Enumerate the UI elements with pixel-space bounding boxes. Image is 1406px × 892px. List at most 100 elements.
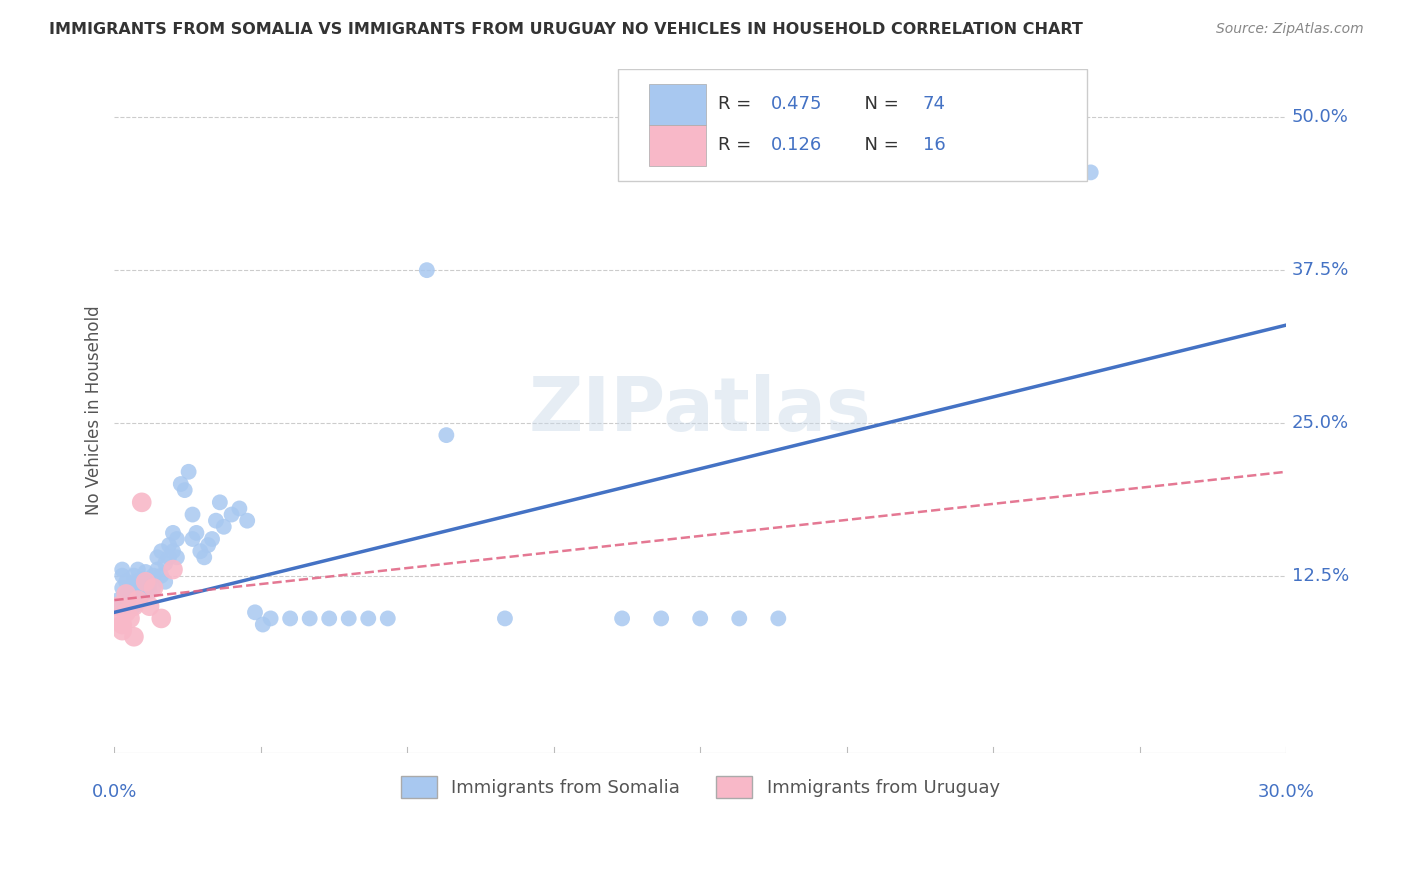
Text: N =: N =	[852, 136, 904, 154]
Point	[107, 593, 129, 607]
Point	[377, 611, 399, 625]
Legend: Immigrants from Somalia, Immigrants from Uruguay: Immigrants from Somalia, Immigrants from…	[394, 769, 1007, 805]
Point	[252, 617, 274, 632]
Point	[166, 532, 188, 546]
Point	[107, 611, 129, 625]
Point	[150, 544, 173, 558]
Point	[146, 563, 169, 577]
Point	[115, 574, 138, 589]
Text: 37.5%: 37.5%	[1292, 261, 1350, 279]
Point	[142, 581, 165, 595]
Point	[205, 514, 228, 528]
Point	[131, 581, 153, 595]
Point	[318, 611, 340, 625]
Point	[181, 532, 204, 546]
Point	[150, 568, 173, 582]
Text: Source: ZipAtlas.com: Source: ZipAtlas.com	[1216, 22, 1364, 37]
Text: R =: R =	[718, 95, 756, 113]
Point	[135, 574, 157, 589]
Text: ZIPatlas: ZIPatlas	[529, 374, 872, 447]
Point	[107, 599, 129, 614]
Point	[138, 577, 160, 591]
Point	[221, 508, 243, 522]
Point	[127, 587, 149, 601]
Point	[208, 495, 231, 509]
Point	[337, 611, 360, 625]
Point	[122, 599, 145, 614]
Point	[142, 568, 165, 582]
Text: R =: R =	[718, 136, 756, 154]
Point	[122, 568, 145, 582]
Point	[122, 599, 145, 614]
Point	[131, 590, 153, 604]
Point	[111, 617, 134, 632]
Point	[115, 587, 138, 601]
Point	[1080, 165, 1102, 179]
Point	[115, 599, 138, 614]
Point	[170, 477, 193, 491]
Text: 0.475: 0.475	[770, 95, 823, 113]
Point	[236, 514, 259, 528]
Point	[416, 263, 439, 277]
Point	[173, 483, 195, 497]
Point	[434, 428, 457, 442]
Point	[111, 563, 134, 577]
Y-axis label: No Vehicles in Household: No Vehicles in Household	[86, 306, 103, 516]
Text: 50.0%: 50.0%	[1292, 109, 1348, 127]
Point	[157, 538, 180, 552]
Point	[111, 581, 134, 595]
Point	[650, 611, 672, 625]
Point	[118, 593, 141, 607]
Point	[111, 568, 134, 582]
Point	[494, 611, 516, 625]
Point	[243, 605, 266, 619]
Point	[153, 574, 176, 589]
Point	[122, 581, 145, 595]
Point	[188, 544, 211, 558]
Point	[107, 599, 129, 614]
Point	[689, 611, 711, 625]
Point	[228, 501, 250, 516]
Point	[122, 574, 145, 589]
FancyBboxPatch shape	[648, 84, 706, 125]
Text: 12.5%: 12.5%	[1292, 566, 1350, 584]
Point	[157, 550, 180, 565]
Point	[610, 611, 633, 625]
Point	[115, 605, 138, 619]
Point	[193, 550, 215, 565]
FancyBboxPatch shape	[648, 125, 706, 166]
Point	[146, 550, 169, 565]
Point	[118, 611, 141, 625]
Point	[150, 611, 173, 625]
Point	[298, 611, 321, 625]
Point	[768, 611, 790, 625]
FancyBboxPatch shape	[619, 69, 1087, 181]
Point	[177, 465, 200, 479]
Point	[259, 611, 281, 625]
Point	[166, 550, 188, 565]
Point	[138, 584, 160, 599]
Text: 25.0%: 25.0%	[1292, 414, 1348, 432]
Point	[122, 630, 145, 644]
Point	[115, 587, 138, 601]
Point	[201, 532, 224, 546]
Text: 0.0%: 0.0%	[91, 783, 138, 801]
Point	[135, 565, 157, 579]
Point	[197, 538, 219, 552]
Point	[357, 611, 380, 625]
Text: 30.0%: 30.0%	[1257, 783, 1315, 801]
Point	[142, 581, 165, 595]
Point	[111, 624, 134, 638]
Point	[131, 495, 153, 509]
Text: 0.126: 0.126	[770, 136, 821, 154]
Point	[118, 581, 141, 595]
Point	[135, 574, 157, 589]
Point	[131, 572, 153, 586]
Point	[212, 520, 235, 534]
Point	[162, 563, 184, 577]
Text: N =: N =	[852, 95, 904, 113]
Point	[181, 508, 204, 522]
Point	[162, 525, 184, 540]
Point	[186, 525, 208, 540]
Point	[127, 563, 149, 577]
